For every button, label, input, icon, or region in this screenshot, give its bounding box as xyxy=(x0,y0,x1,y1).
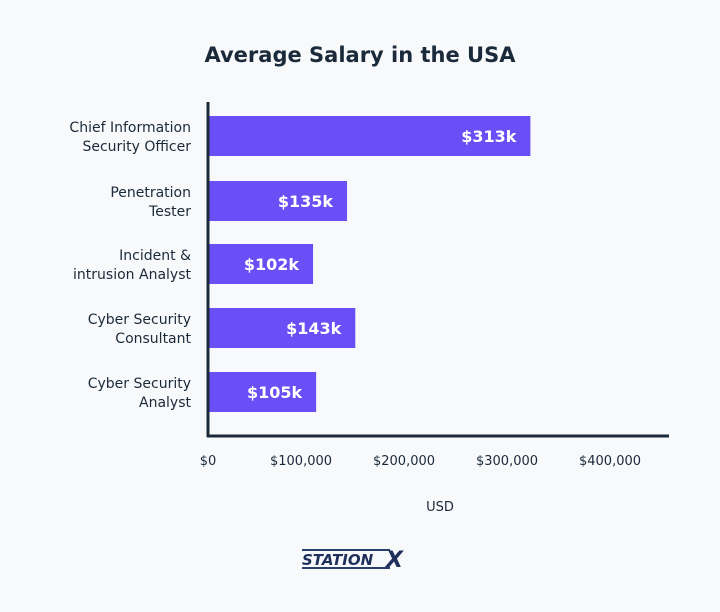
data-label: $102k xyxy=(244,255,300,274)
category-label-line: Tester xyxy=(148,204,191,220)
x-axis-label: USD xyxy=(426,500,454,515)
bar xyxy=(208,372,317,412)
stationx-logo: STATION X xyxy=(302,548,404,572)
category-label-line: Security Officer xyxy=(82,139,191,155)
category-label: Cyber Security Analyst xyxy=(88,376,192,411)
x-tick-label: $300,000 xyxy=(476,454,538,469)
chart-title: Average Salary in the USA xyxy=(204,43,516,67)
bar xyxy=(208,308,356,348)
svg-text:X: X xyxy=(384,548,404,572)
category-label-line: Cyber Security xyxy=(88,376,191,392)
category-label-line: Incident & xyxy=(119,248,191,264)
data-label: $135k xyxy=(278,192,334,211)
bar xyxy=(208,116,531,156)
category-label-line: Penetration xyxy=(110,185,191,201)
category-label: Penetration Tester xyxy=(110,185,191,220)
category-label-line: intrusion Analyst xyxy=(73,267,191,283)
category-label-line: Consultant xyxy=(115,331,191,347)
x-tick-label: $400,000 xyxy=(579,454,641,469)
category-label-line: Analyst xyxy=(139,395,191,411)
svg-text:STATION: STATION xyxy=(302,551,374,569)
category-label: Chief Information Security Officer xyxy=(69,120,191,155)
x-tick-label: $100,000 xyxy=(270,454,332,469)
x-tick-label: $200,000 xyxy=(373,454,435,469)
data-label: $313k xyxy=(461,127,517,146)
category-label: Incident & intrusion Analyst xyxy=(73,248,191,283)
bar xyxy=(208,244,314,284)
x-tick-label: $0 xyxy=(200,454,217,469)
data-label: $105k xyxy=(247,383,303,402)
category-label: Cyber Security Consultant xyxy=(88,312,192,347)
category-label-line: Cyber Security xyxy=(88,312,191,328)
data-label: $143k xyxy=(286,319,342,338)
bar xyxy=(208,181,348,221)
category-label-line: Chief Information xyxy=(69,120,191,136)
